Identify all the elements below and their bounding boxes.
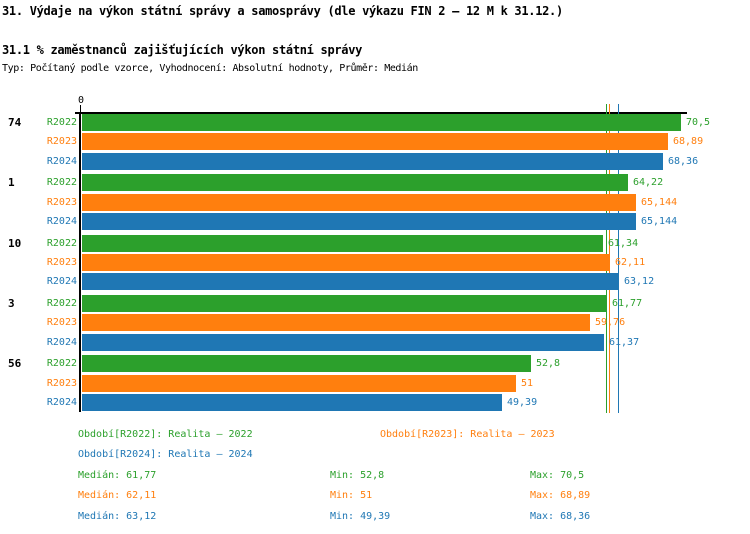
series-label-r2022: R2022: [46, 358, 77, 369]
bar-r2023-74: [82, 133, 668, 150]
x-axis-tick: [80, 105, 81, 112]
group-label-1: 1: [8, 176, 15, 190]
bar-value-r2023-10: 62,11: [615, 257, 646, 268]
series-label-r2023: R2023: [46, 257, 77, 268]
bar-r2022-74: [82, 114, 681, 131]
bar-r2022-3: [82, 295, 607, 312]
stat-max-r2024: Max: 68,36: [530, 511, 591, 522]
bar-r2024-3: [82, 334, 604, 351]
series-label-r2024: R2024: [46, 216, 77, 227]
bar-value-r2022-3: 61,77: [612, 298, 643, 309]
bar-r2023-3: [82, 314, 590, 331]
bar-value-r2023-56: 51: [521, 378, 534, 389]
bar-r2024-74: [82, 153, 663, 170]
bar-value-r2024-10: 63,12: [624, 276, 655, 287]
bar-value-r2024-74: 68,36: [668, 156, 699, 167]
x-axis-origin-label: 0: [77, 95, 85, 106]
series-label-r2023: R2023: [46, 378, 77, 389]
bar-value-r2022-56: 52,8: [536, 358, 561, 369]
series-label-r2022: R2022: [46, 177, 77, 188]
chart-meta: Typ: Počítaný podle vzorce, Vyhodnocení:…: [2, 63, 418, 74]
legend-item-r2023: Období[R2023]: Realita – 2023: [380, 429, 555, 440]
bar-r2024-56: [82, 394, 502, 411]
series-label-r2024: R2024: [46, 276, 77, 287]
series-label-r2024: R2024: [46, 156, 77, 167]
legend-item-r2024: Období[R2024]: Realita – 2024: [78, 449, 253, 460]
stat-min-r2022: Min: 52,8: [330, 470, 385, 481]
stat-median-r2022: Medián: 61,77: [78, 470, 157, 481]
series-label-r2022: R2022: [46, 238, 77, 249]
series-label-r2024: R2024: [46, 397, 77, 408]
series-label-r2022: R2022: [46, 117, 77, 128]
chart-subtitle: 31.1 % zaměstnanců zajišťujících výkon s…: [2, 43, 363, 57]
bar-r2022-56: [82, 355, 531, 372]
group-label-10: 10: [8, 236, 22, 250]
group-label-3: 3: [8, 296, 15, 310]
bar-r2023-56: [82, 375, 516, 392]
page-title: 31. Výdaje na výkon státní správy a samo…: [2, 4, 563, 18]
series-label-r2024: R2024: [46, 337, 77, 348]
series-label-r2022: R2022: [46, 298, 77, 309]
bar-value-r2023-1: 65,144: [641, 197, 678, 208]
stat-max-r2023: Max: 68,89: [530, 490, 591, 501]
stat-min-r2023: Min: 51: [330, 490, 373, 501]
bar-value-r2022-1: 64,22: [633, 177, 664, 188]
bar-r2022-1: [82, 174, 628, 191]
bar-r2023-10: [82, 254, 610, 271]
bar-r2024-1: [82, 213, 636, 230]
median-line-r2024: [617, 104, 619, 413]
bar-value-r2024-1: 65,144: [641, 216, 678, 227]
x-axis-line: [75, 112, 687, 114]
group-label-74: 74: [8, 116, 22, 129]
bar-value-r2024-56: 49,39: [507, 397, 538, 408]
legend-item-r2022: Období[R2022]: Realita – 2022: [78, 429, 253, 440]
series-label-r2023: R2023: [46, 317, 77, 328]
bar-r2024-10: [82, 273, 619, 290]
bar-r2022-10: [82, 235, 603, 252]
bar-value-r2023-74: 68,89: [673, 136, 704, 147]
bar-r2023-1: [82, 194, 636, 211]
bar-value-r2024-3: 61,37: [609, 337, 640, 348]
bar-value-r2023-3: 59,76: [595, 317, 626, 328]
group-label-56: 56: [8, 357, 22, 371]
y-axis-line: [79, 112, 81, 412]
series-label-r2023: R2023: [46, 197, 77, 208]
bar-value-r2022-10: 61,34: [608, 238, 639, 249]
stat-min-r2024: Min: 49,39: [330, 511, 391, 522]
stat-median-r2023: Medián: 62,11: [78, 490, 157, 501]
stat-max-r2022: Max: 70,5: [530, 470, 585, 481]
stat-median-r2024: Medián: 63,12: [78, 511, 157, 522]
series-label-r2023: R2023: [46, 136, 77, 147]
bar-value-r2022-74: 70,5: [686, 117, 711, 128]
